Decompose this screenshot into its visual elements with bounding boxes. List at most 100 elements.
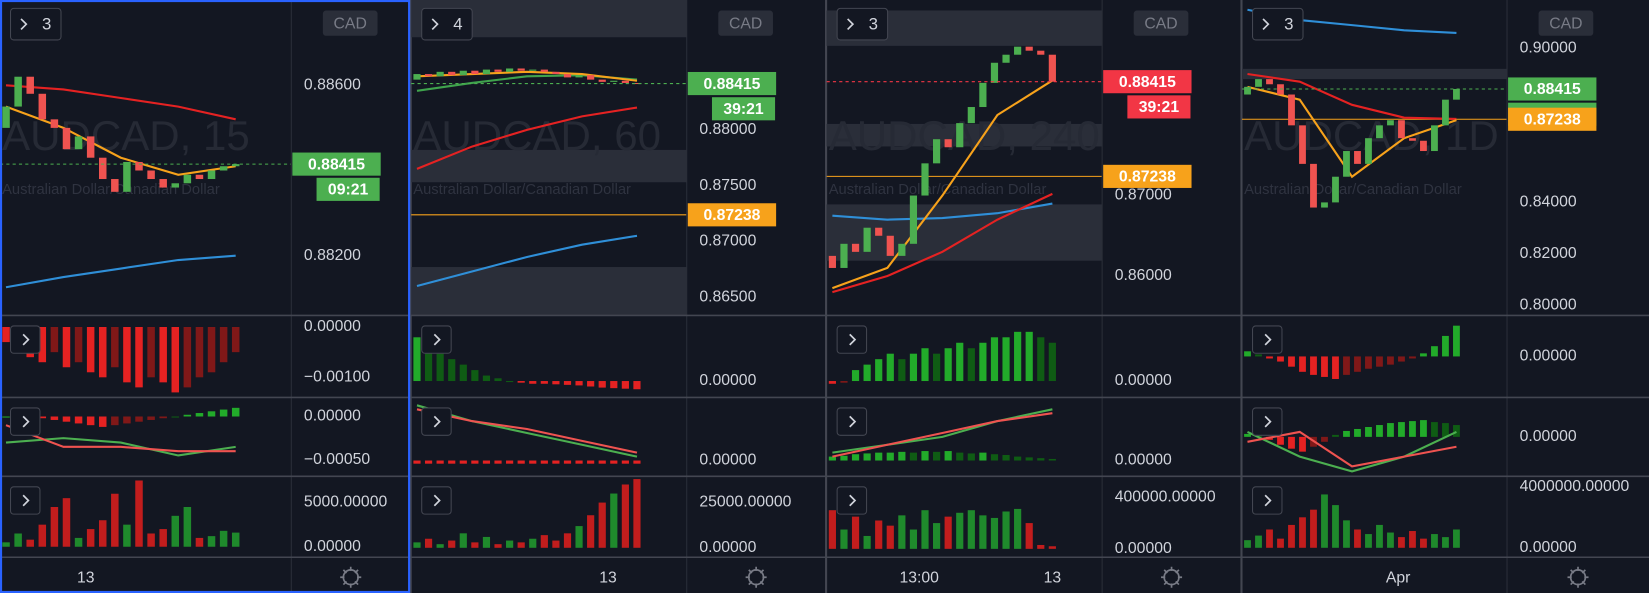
description: Australian Dollar/Canadian Dollar [413, 182, 631, 198]
volume-bar [875, 520, 883, 549]
legend-count: 3 [869, 15, 878, 34]
legend-count: 4 [453, 15, 462, 34]
histogram-bar [183, 326, 192, 388]
histogram-bar [1266, 356, 1273, 359]
indicator-line [5, 424, 236, 453]
y-tick-label: 0.80000 [1520, 296, 1577, 313]
chevron [1264, 333, 1272, 346]
volume-bar [1387, 532, 1394, 548]
y-tick-label: 0.84000 [1520, 194, 1577, 211]
y-tick-label: 0.88000 [699, 121, 756, 138]
candle [575, 75, 583, 78]
histogram-bar [50, 416, 59, 420]
pane-toggle[interactable] [421, 407, 452, 436]
chevron [1262, 18, 1270, 31]
volume-bar [944, 516, 952, 549]
last-price-label-bg [1103, 70, 1192, 94]
volume-bar [1255, 535, 1262, 548]
histogram-bar [1244, 351, 1251, 357]
histogram-bar [1409, 421, 1416, 437]
last-price-label-bg [292, 152, 381, 176]
legend-toggle[interactable] [836, 7, 889, 41]
volume-bar [1266, 529, 1273, 548]
chevron [433, 415, 441, 428]
indicator-line [416, 408, 638, 454]
countdown-label-bg [1127, 95, 1191, 119]
volume-bar [424, 538, 433, 548]
pane-toggle[interactable] [836, 486, 868, 515]
histogram-bar [633, 460, 641, 464]
histogram-bar [517, 460, 525, 464]
chevron [22, 494, 30, 507]
histogram-bar [633, 381, 641, 390]
histogram-bar [1387, 423, 1394, 437]
volume-bar [633, 479, 641, 548]
candle [1037, 50, 1045, 55]
description: Australian Dollar/Canadian Dollar [2, 182, 220, 198]
level-label-bg [687, 203, 777, 227]
countdown-label-bg [316, 177, 380, 201]
volume-bar [98, 520, 107, 547]
candle [448, 71, 456, 76]
pane-toggle[interactable] [9, 407, 41, 436]
histogram-bar [1277, 356, 1284, 362]
histogram-bar [1025, 331, 1033, 382]
histogram-bar [979, 452, 987, 461]
legend-toggle[interactable] [1251, 7, 1304, 41]
pane-toggle[interactable] [1251, 407, 1283, 436]
x-tick-label: 13:00 [899, 569, 939, 586]
histogram-bar [171, 326, 180, 393]
histogram-bar [517, 381, 525, 383]
panel[interactable]: AUDCAD, 60 Australian Dollar/Canadian Dol… [411, 0, 828, 593]
volume-bar [587, 515, 595, 548]
histogram-bar [506, 460, 514, 464]
pane-toggle[interactable] [836, 325, 868, 354]
panel[interactable]: AUDCAD, 240 Australian Dollar/Canadian Do… [826, 0, 1243, 593]
pane-toggle[interactable] [836, 407, 868, 436]
volume-bar [898, 515, 906, 549]
histogram-bar [1442, 423, 1449, 437]
volume-bar [1442, 537, 1449, 548]
pane-toggle[interactable] [1251, 325, 1283, 354]
volume-bar [74, 537, 83, 547]
watermark: AUDCAD, 60 [413, 112, 661, 159]
moving-average [5, 254, 236, 289]
histogram-bar [563, 381, 572, 385]
candle [944, 139, 952, 148]
indicator-line [1247, 430, 1457, 473]
histogram-bar [436, 460, 444, 464]
chevron [847, 18, 855, 31]
histogram-bar [1002, 337, 1010, 382]
pane-toggle[interactable] [9, 486, 41, 515]
volume-bar [886, 525, 894, 549]
candle [413, 74, 421, 80]
pane-toggle[interactable] [1251, 486, 1283, 515]
moving-average [416, 106, 638, 170]
candle [1376, 125, 1383, 139]
histogram-bar [875, 359, 883, 382]
histogram-bar [598, 460, 606, 464]
pane-tick-label: −0.00100 [304, 368, 370, 385]
pane-toggle[interactable] [421, 486, 452, 515]
candle [552, 71, 560, 75]
histogram-bar [1048, 342, 1056, 382]
volume-bar [1321, 494, 1328, 548]
chevron [1264, 494, 1272, 507]
candle [540, 69, 548, 72]
pane-toggle[interactable] [421, 325, 452, 354]
histogram-bar [1431, 422, 1438, 437]
legend-toggle[interactable] [9, 7, 62, 41]
candle [1332, 176, 1339, 203]
legend-toggle[interactable] [421, 7, 473, 41]
candle [1048, 54, 1056, 82]
histogram-bar [195, 326, 204, 378]
candle [851, 243, 860, 252]
settings-icon-teeth [340, 566, 362, 588]
pane-toggle[interactable] [9, 325, 41, 354]
moving-average [1247, 85, 1457, 179]
histogram-bar [38, 326, 47, 363]
histogram-bar [231, 407, 240, 417]
